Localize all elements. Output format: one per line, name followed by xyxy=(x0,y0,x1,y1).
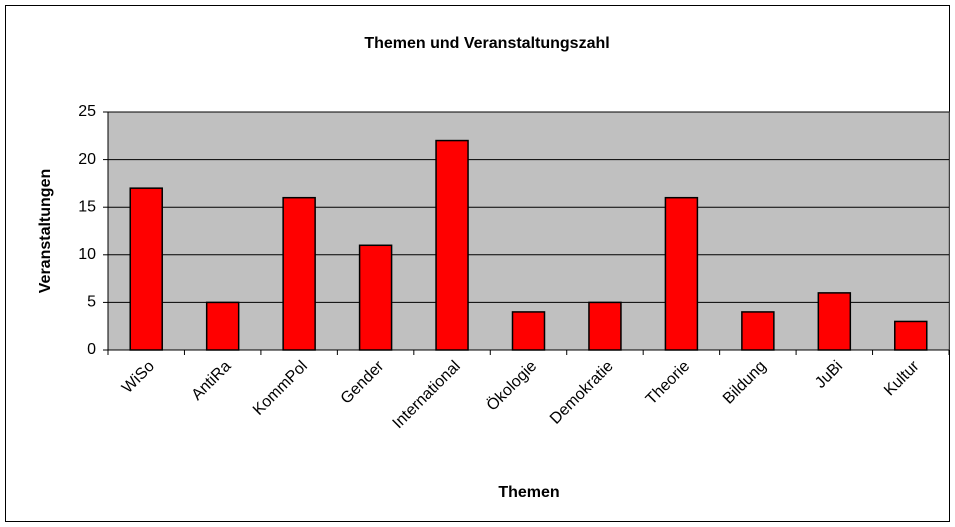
plot-area xyxy=(107,111,950,351)
chart-title: Themen und Veranstaltungszahl xyxy=(364,35,609,52)
bar xyxy=(817,292,852,351)
y-axis-label: Veranstaltungen xyxy=(37,169,54,293)
bar xyxy=(894,320,928,351)
y-tick-label: 0 xyxy=(87,341,96,358)
y-tick-label: 20 xyxy=(78,151,96,168)
bar xyxy=(511,311,546,351)
y-tick-label: 15 xyxy=(78,198,96,215)
bar xyxy=(129,187,163,351)
bar xyxy=(282,196,316,351)
y-tick-label: 10 xyxy=(78,246,96,263)
bar xyxy=(358,244,393,351)
bar xyxy=(588,301,622,351)
bar xyxy=(205,301,240,351)
x-axis-label: Themen xyxy=(498,484,559,501)
bar xyxy=(435,139,469,351)
y-tick-label: 5 xyxy=(87,294,96,311)
bar xyxy=(741,311,775,351)
bar xyxy=(664,196,699,351)
y-tick-label: 25 xyxy=(78,103,96,120)
